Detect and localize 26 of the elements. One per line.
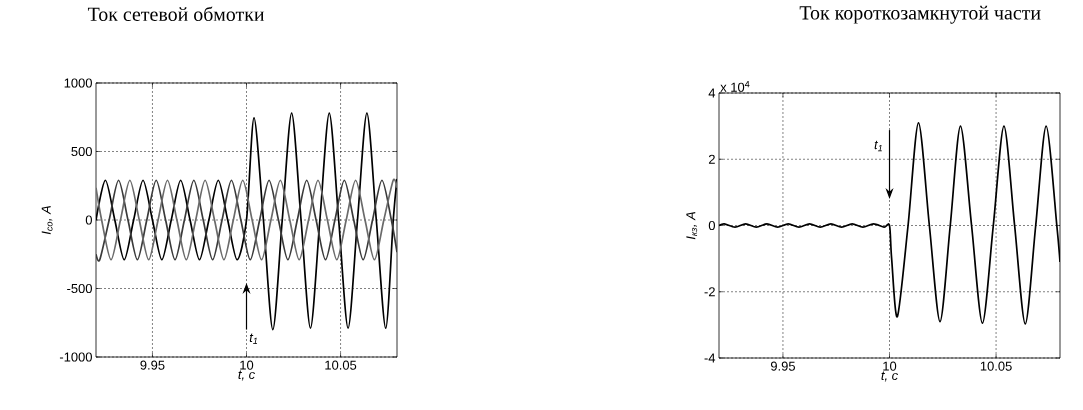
text: x 10$^{4}$ <box>720 81 750 92</box>
y-tick-label: 500 <box>71 146 92 157</box>
y-axis-title: I$_{со}$, A <box>41 205 53 235</box>
x-tick-label: 10 <box>883 361 897 371</box>
annotation: t$_{1}$ <box>249 333 258 345</box>
y-tick-label: -2 <box>704 287 715 297</box>
y-tick-label: 0 <box>85 215 92 225</box>
line-series <box>96 179 397 261</box>
x-axis-title: t, с <box>881 371 898 382</box>
y-tick-label: -500 <box>67 283 92 294</box>
x-tick-label: 9.95 <box>770 361 795 371</box>
y-tick-label: -4 <box>704 353 716 363</box>
x-tick-label: 10 <box>240 360 254 370</box>
y-tick-label: 1000 <box>64 78 92 88</box>
x-tick-label: 10.05 <box>980 361 1012 371</box>
annotation: t$_{1}$ <box>874 140 882 152</box>
y-tick-label: 2 <box>708 154 715 164</box>
chart-title: Ток короткозамкнутой части <box>799 5 1041 24</box>
y-tick-label: 0 <box>708 220 715 231</box>
x-tick-label: 9.95 <box>140 360 165 370</box>
chart-title: Ток сетевой обмотки <box>87 6 265 22</box>
y-tick-label: 4 <box>708 88 716 98</box>
x-axis-title: t, с <box>238 370 255 381</box>
y-tick-label: -1000 <box>59 352 92 362</box>
x-tick-label: 10.05 <box>325 360 357 370</box>
y-axis-title: I$_{кз}$, A <box>686 212 698 240</box>
